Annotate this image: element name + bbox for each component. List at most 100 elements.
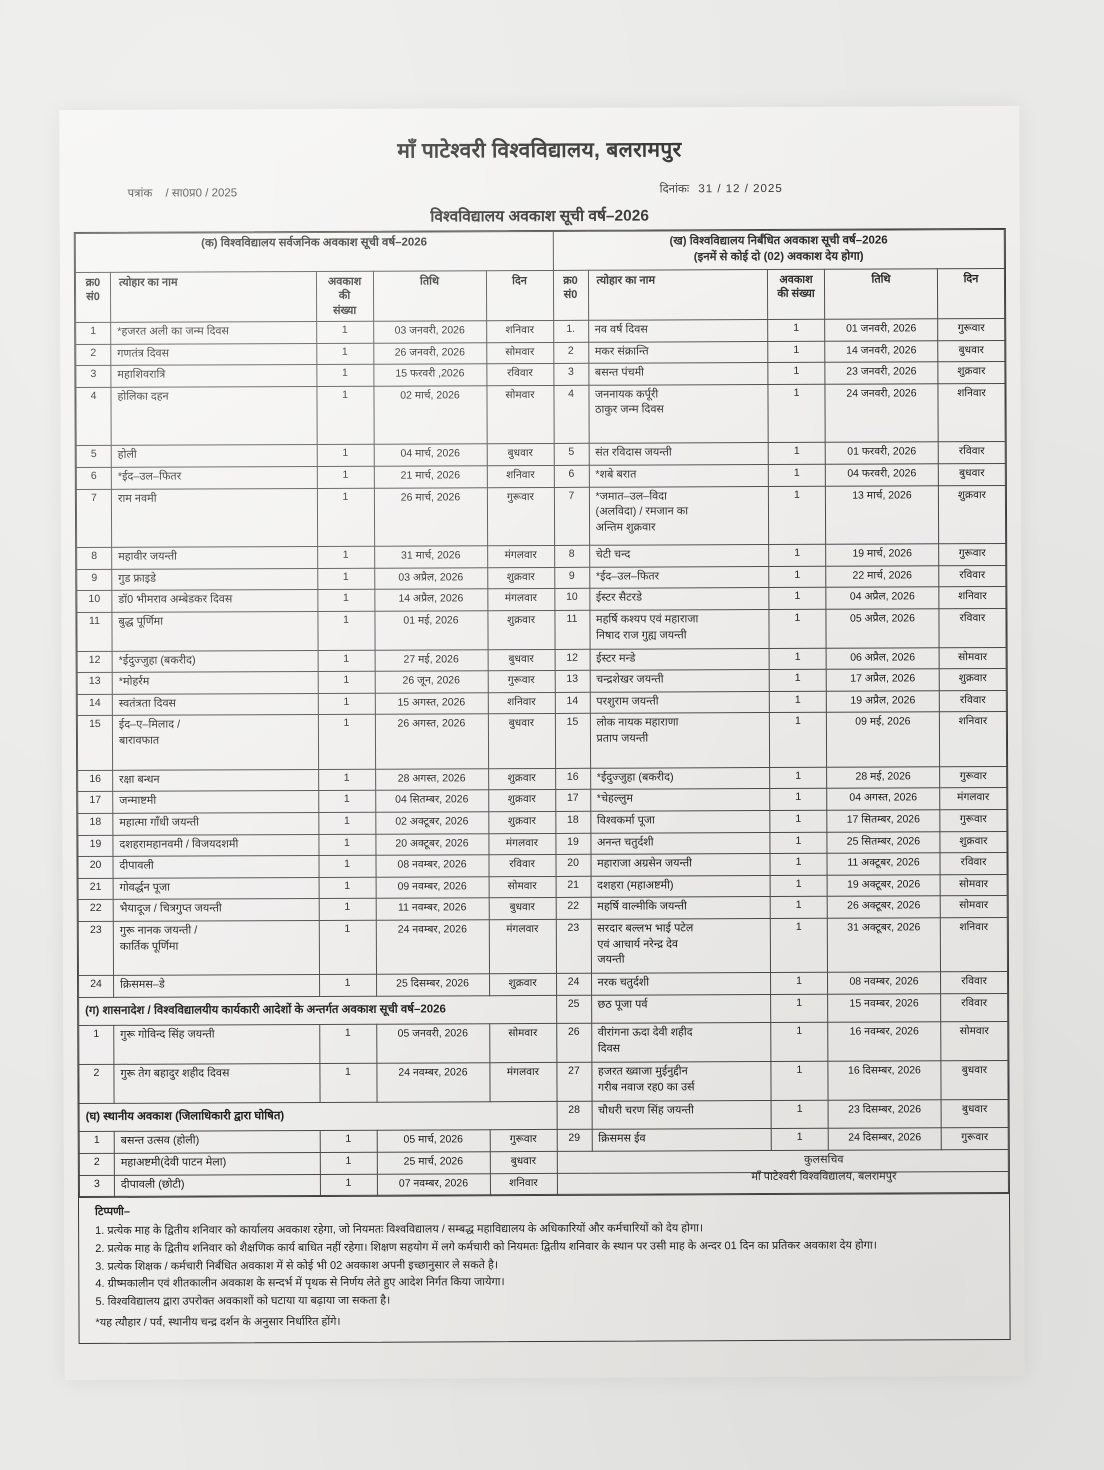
right-row-day: गुरूवार [939, 766, 1007, 789]
right-row-name: चेटी चन्द [589, 544, 769, 568]
left-row-count: 1 [317, 611, 375, 651]
left-row-date: 14 अप्रैल, 2026 [374, 589, 488, 612]
left-row-date: 11 नवम्बर, 2026 [375, 898, 489, 921]
left-row-name: दीपावली (छोटी) [114, 1174, 321, 1197]
right-row-day: रविवार [939, 852, 1008, 875]
left-row-day: मंगलवार [488, 919, 557, 974]
right-row-day: बुधवार [938, 463, 1006, 486]
right-row-name: बसन्त पंचमी [588, 362, 768, 386]
col-head-b-day: दिन [937, 268, 1005, 319]
right-row-date: 11 अक्टूबर, 2026 [826, 852, 941, 875]
left-row-day: बुधवार [489, 1151, 557, 1174]
right-row-sn: 7 [553, 486, 590, 546]
right-row-count: 1 [770, 918, 828, 973]
left-row-name: महाशिवरात्रि [110, 364, 317, 388]
left-row-name: *ईद–उल–फितर [111, 466, 317, 489]
left-row-date: 09 नवम्बर, 2026 [375, 876, 489, 899]
left-row-sn: 5 [76, 445, 112, 468]
left-row-date: 15 अगस्त, 2026 [374, 692, 488, 715]
left-row-day: शुक्रवार [488, 768, 556, 791]
left-row-name: गोवर्द्धन पूजा [113, 877, 319, 900]
right-row-name: चन्द्रशेखर जयन्ती [589, 669, 770, 693]
right-row-name: सरदार बल्लभ भाई पटेल एवं आचार्य नरेन्द्र … [590, 918, 771, 974]
left-row-date: 21 मार्च, 2026 [373, 465, 487, 488]
right-row-date: 19 अप्रैल, 2026 [826, 690, 940, 713]
right-row-name: महाराजा अग्रसेन जयन्ती [590, 853, 771, 877]
left-row-count: 1 [319, 1063, 377, 1103]
right-row-date: 31 अक्टूबर, 2026 [827, 917, 941, 973]
right-row-date: 06 अप्रैल, 2026 [826, 647, 940, 670]
left-row-count: 1 [317, 671, 375, 694]
left-row-day: सोमवार [488, 876, 556, 899]
col-head-b-sn: क्र0 सं0 [552, 270, 589, 321]
right-row-day: शुक्रवार [939, 668, 1007, 691]
col-head-b-name: त्योहार का नाम [587, 269, 768, 321]
right-row-sn: 17 [555, 789, 591, 812]
right-row-date: 19 मार्च, 2026 [825, 543, 939, 567]
right-row-day: रविवार [940, 993, 1008, 1023]
right-row-name: नव वर्ष दिवस [588, 319, 768, 342]
left-row-day: शनिवार [486, 465, 554, 488]
left-row-sn: 14 [77, 694, 113, 716]
right-row-count: 1 [769, 788, 827, 811]
right-row-name: ईस्टर सैटरडे [589, 587, 769, 611]
left-row-name: गणतंत्र दिवस [110, 343, 317, 366]
left-row-day: बुधवार [487, 713, 556, 769]
right-row-sn: 5 [553, 443, 589, 466]
right-row-day: शुक्रवार [938, 485, 1006, 544]
right-row-day: गुरूवार [939, 809, 1007, 832]
left-row-day: सोमवार [486, 341, 554, 364]
left-row-count: 1 [316, 385, 374, 445]
right-row-name: मकर संक्रान्ति [588, 341, 768, 364]
right-row-sn: 1. [553, 320, 589, 342]
left-row-name: *ईदुज्जुहा (बकरीद) [112, 650, 318, 673]
left-row-name: बुद्ध पूर्णिमा [111, 611, 318, 651]
left-row-date: 05 जनवरी, 2026 [376, 1024, 490, 1064]
right-row-date: 04 अगस्त, 2026 [826, 788, 940, 811]
right-row-date: 04 अप्रैल, 2026 [825, 587, 939, 610]
right-row-day: गुरूवार [937, 318, 1005, 341]
left-row-count: 1 [317, 714, 376, 770]
left-row-date: 24 नवम्बर, 2026 [376, 1062, 490, 1102]
right-row-sn: 24 [556, 973, 592, 996]
right-row-count: 1 [768, 442, 826, 465]
right-row-sn: 2 [553, 341, 589, 364]
right-row-sn: 21 [555, 876, 591, 898]
left-row-sn: 1 [79, 1131, 115, 1154]
holiday-master-table: (क) विश्वविद्यालय सर्वजनिक अवकाश सूची वर… [75, 229, 1009, 1197]
left-row-day: बुधवार [487, 649, 555, 671]
table-row: (घ) स्थानीय अवकाश (जिलाधिकारी द्वारा घोष… [79, 1099, 1009, 1132]
university-title: माँ पाटेश्वरी विश्वविद्यालय, बलरामपुर [397, 138, 682, 163]
left-row-sn: 7 [76, 488, 112, 548]
left-row-name: गुरू गोविन्द सिंह जयन्ती [113, 1024, 320, 1065]
col-head-a-name: त्योहार का नाम [110, 271, 317, 323]
left-row-sn: 9 [76, 569, 112, 591]
left-row-count: 1 [319, 1024, 377, 1064]
right-row-sn: 6 [553, 465, 589, 488]
left-row-sn: 4 [75, 387, 112, 446]
right-row-count: 1 [770, 1022, 828, 1062]
right-row-sn: 8 [554, 545, 590, 568]
right-row-count: 1 [770, 972, 828, 995]
right-row-date: 14 जनवरी, 2026 [824, 340, 938, 363]
col-head-b-date: तिथि [824, 268, 938, 320]
left-row-day: गुरूवार [487, 670, 555, 693]
right-row-date: 22 मार्च, 2026 [825, 565, 939, 588]
right-row-count: 1 [769, 669, 827, 692]
left-row-sn: 15 [77, 715, 113, 771]
signature-block: कुलसचिव माँ पाटेश्वरी विश्वविद्यालय, बलर… [664, 1151, 984, 1186]
left-row-day: मंगलवार [488, 832, 556, 855]
left-row-count: 1 [317, 568, 375, 590]
left-row-name: जन्माष्टमी [112, 790, 319, 814]
left-row-day: शनिवार [489, 1172, 558, 1195]
right-row-count: 1 [770, 994, 828, 1023]
left-row-sn: 21 [78, 878, 114, 900]
right-row-count: 1 [769, 831, 827, 854]
left-row-date: 25 मार्च, 2026 [376, 1151, 490, 1174]
left-row-day: बुधवार [486, 443, 554, 466]
patrank-value: / सा0प्र0 / 2025 [165, 187, 238, 200]
dinank-label: दिनांकः [659, 183, 690, 196]
right-row-date: 23 जनवरी, 2026 [824, 361, 938, 385]
right-row-date: 08 नवम्बर, 2026 [827, 971, 941, 995]
right-row-day: मंगलवार [939, 787, 1007, 810]
